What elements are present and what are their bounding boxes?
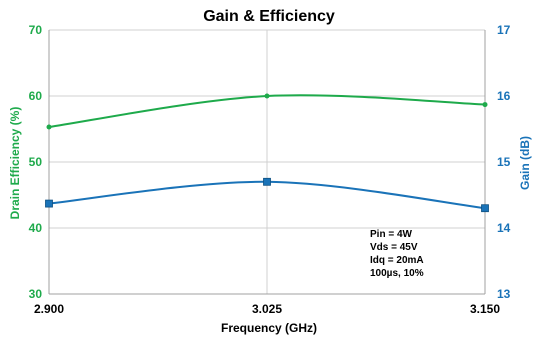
x-tick-labels: 2.900 3.025 3.150 [34,302,500,316]
right-tick-label: 13 [497,287,511,301]
x-tick-label: 3.150 [470,302,500,316]
right-tick-label: 15 [497,155,511,169]
gain-point [263,177,271,186]
annotation-pin: Pin = 4W [370,229,413,240]
x-axis-title: Frequency (GHz) [221,321,317,335]
left-tick-label: 30 [29,287,43,301]
left-tick-labels: 30 40 50 60 70 [29,23,43,301]
x-tick-label: 2.900 [34,302,64,316]
right-tick-label: 17 [497,23,511,37]
annotation-pulse: 100µs, 10% [370,268,424,279]
chart-title: Gain & Efficiency [203,8,335,25]
annotation-vds: Vds = 45V [370,242,418,253]
left-tick-label: 50 [29,155,43,169]
axes [48,30,486,295]
efficiency-point [264,93,270,99]
right-axis-title: Gain (dB) [518,136,532,190]
conditions-annotation: Pin = 4W Vds = 45V Idq = 20mA 100µs, 10% [370,229,424,279]
right-tick-label: 16 [497,89,511,103]
left-tick-label: 60 [29,89,43,103]
left-tick-label: 40 [29,221,43,235]
annotation-idq: Idq = 20mA [370,255,424,266]
x-tick-label: 3.025 [252,302,282,316]
gain-point [45,199,53,208]
gain-point [481,204,489,213]
left-axis-title: Drain Efficiency (%) [8,107,22,220]
left-tick-label: 70 [29,23,43,37]
right-tick-label: 14 [497,221,511,235]
efficiency-point [46,124,52,130]
series-group [45,93,489,213]
efficiency-point [482,102,488,108]
right-tick-labels: 13 14 15 16 17 [497,23,511,301]
